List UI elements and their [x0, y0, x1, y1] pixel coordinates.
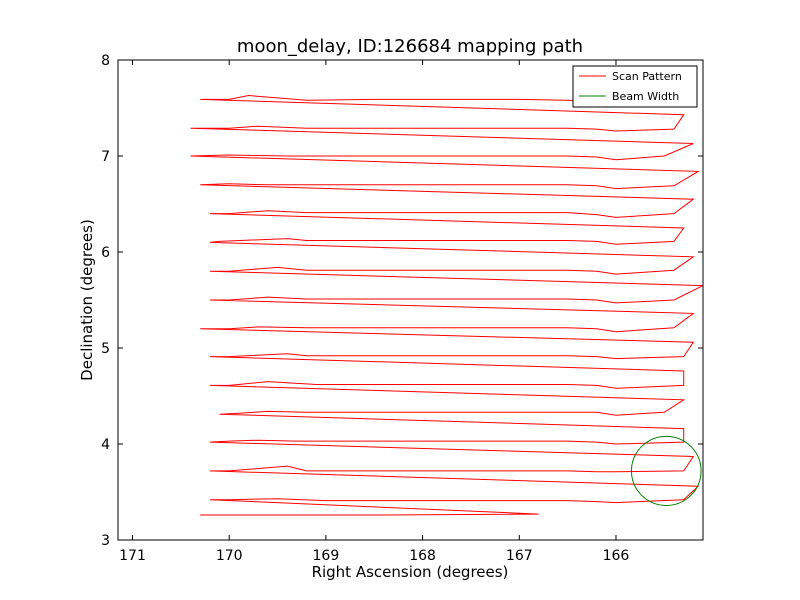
scan-pattern-line	[190, 85, 703, 516]
x-tick-label: 170	[216, 548, 243, 564]
legend: Scan Pattern Beam Width	[572, 65, 698, 108]
plot-area	[118, 60, 703, 540]
x-tick-label: 171	[119, 548, 146, 564]
x-axis: 171 170 169 168 167 166	[119, 60, 629, 564]
x-axis-label: Right Ascension (degrees)	[312, 563, 509, 581]
x-tick-label: 167	[506, 548, 533, 564]
y-tick-label: 8	[101, 53, 110, 69]
legend-label-beam-width: Beam Width	[612, 90, 679, 103]
beam-width-circle	[630, 435, 702, 506]
y-tick-label: 3	[101, 533, 110, 549]
x-tick-label: 166	[603, 548, 630, 564]
y-axis-label: Declination (degrees)	[78, 219, 96, 381]
x-tick-label: 168	[409, 548, 436, 564]
y-tick-label: 5	[101, 341, 110, 357]
y-tick-label: 7	[101, 149, 110, 165]
y-axis: 3 4 5 6 7 8	[101, 53, 703, 549]
y-tick-label: 6	[101, 245, 110, 261]
x-tick-label: 169	[313, 548, 340, 564]
legend-box	[572, 65, 698, 108]
chart-title: moon_delay, ID:126684 mapping path	[237, 36, 583, 57]
data-layer	[190, 85, 703, 516]
y-tick-label: 4	[101, 437, 110, 453]
plot-frame	[117, 59, 704, 541]
legend-label-scan-pattern: Scan Pattern	[612, 70, 682, 83]
